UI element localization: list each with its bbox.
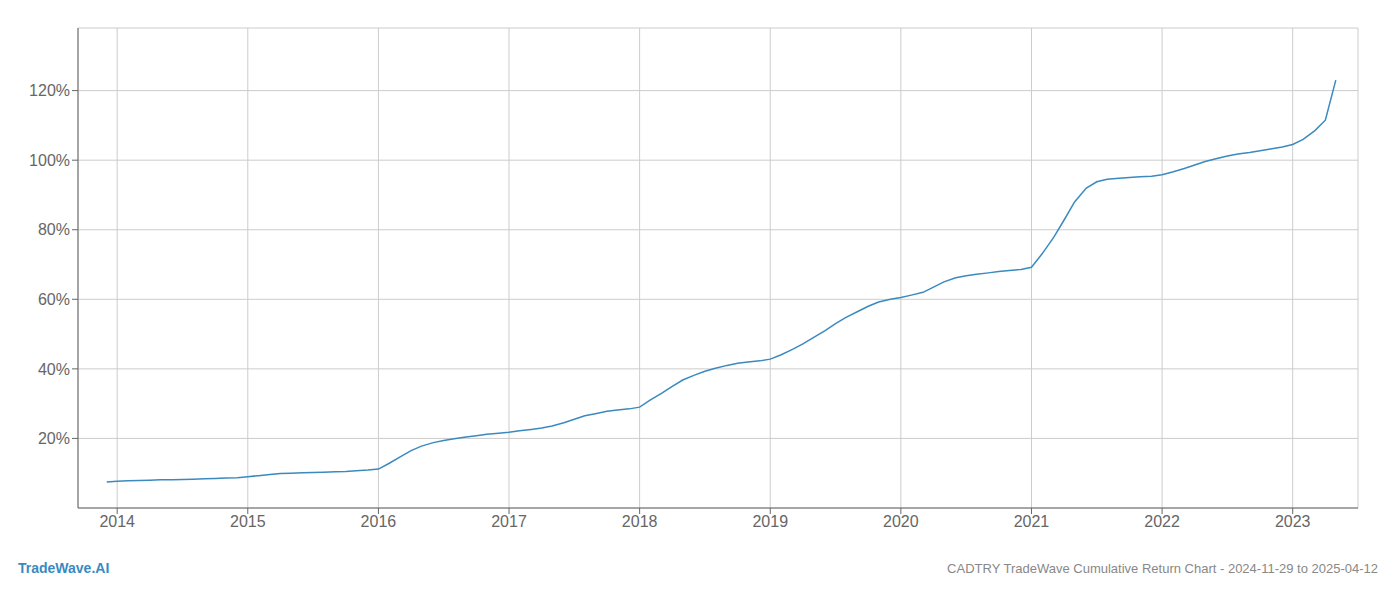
- svg-text:2018: 2018: [622, 513, 658, 530]
- html-text:TradeWave.AI: TradeWave.AI: [18, 560, 110, 576]
- svg-text:2015: 2015: [230, 513, 266, 530]
- svg-text:2019: 2019: [752, 513, 788, 530]
- svg-text:80%: 80%: [38, 221, 70, 238]
- svg-text:2016: 2016: [361, 513, 397, 530]
- svg-text:2020: 2020: [883, 513, 919, 530]
- svg-text:2014: 2014: [99, 513, 135, 530]
- svg-text:40%: 40%: [38, 361, 70, 378]
- svg-text:2017: 2017: [491, 513, 527, 530]
- svg-text:2023: 2023: [1275, 513, 1311, 530]
- svg-text:120%: 120%: [29, 82, 70, 99]
- svg-text:20%: 20%: [38, 430, 70, 447]
- svg-text:100%: 100%: [29, 152, 70, 169]
- svg-text:60%: 60%: [38, 291, 70, 308]
- html-text:CADTRY TradeWave Cumulative Re: CADTRY TradeWave Cumulative Return Chart…: [947, 561, 1378, 576]
- svg-text:2021: 2021: [1014, 513, 1050, 530]
- svg-text:2022: 2022: [1144, 513, 1180, 530]
